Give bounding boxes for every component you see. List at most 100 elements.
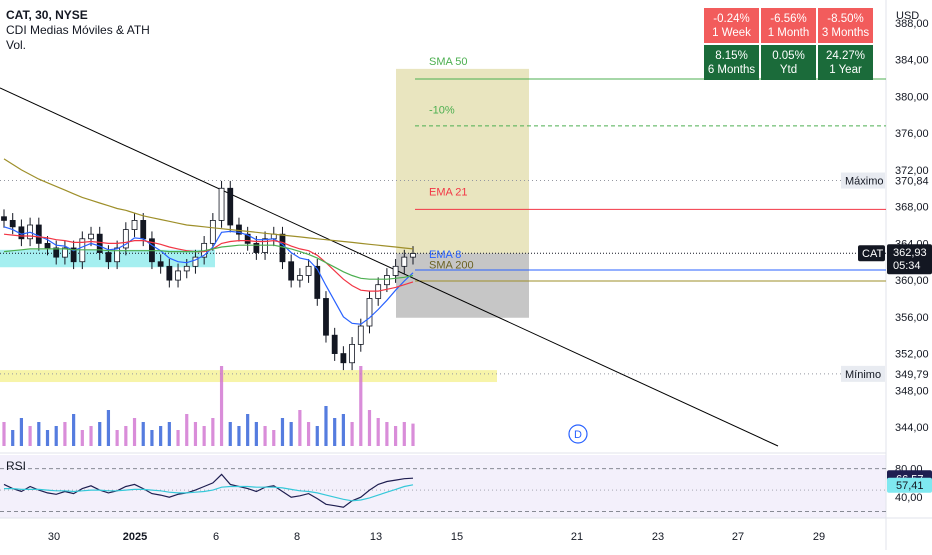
perf-cell-1month: -6.56%1 Month xyxy=(761,8,816,43)
candle-body xyxy=(393,266,398,275)
candle-body xyxy=(106,253,111,262)
volume-bar xyxy=(37,422,40,446)
candle-body xyxy=(158,262,163,267)
candle-body xyxy=(45,243,50,248)
volume-bar xyxy=(290,422,293,446)
candle-body xyxy=(210,220,215,243)
volume-bar xyxy=(342,414,345,446)
volume-bar xyxy=(142,422,145,446)
volume-bar xyxy=(403,422,406,446)
price-tick-label: 348,00 xyxy=(895,385,929,397)
min-value: 349,79 xyxy=(895,369,929,381)
cat-countdown: 05:34 xyxy=(893,260,921,272)
time-tick-label: 30 xyxy=(48,531,60,543)
candle-body xyxy=(176,271,181,280)
volume-bar xyxy=(324,406,327,446)
rsi-pane-background xyxy=(0,455,886,518)
cat-price-value: 362,93 xyxy=(893,247,927,259)
volume-bar xyxy=(255,422,258,446)
chart-legend: CAT, 30, NYSE CDI Medias Móviles & ATH V… xyxy=(6,8,150,53)
candle-body xyxy=(89,234,94,239)
perf-cell-1week: -0.24%1 Week xyxy=(704,8,759,43)
time-tick-label: 29 xyxy=(813,531,825,543)
symbol-title[interactable]: CAT, 30, NYSE xyxy=(6,8,150,23)
volume-bar xyxy=(211,418,214,446)
perf-period: 1 Week xyxy=(704,26,759,40)
max-label: Máximo xyxy=(845,176,884,188)
volume-bar xyxy=(98,422,101,446)
candle-body xyxy=(402,257,407,266)
indicator-label-ma[interactable]: CDI Medias Móviles & ATH xyxy=(6,23,150,38)
price-tick-label: 376,00 xyxy=(895,128,929,140)
volume-bar xyxy=(272,430,275,446)
perf-period: 1 Month xyxy=(761,26,816,40)
candle-body xyxy=(10,220,15,226)
time-tick-label: 2025 xyxy=(123,531,147,543)
sma200-line xyxy=(4,159,413,249)
volume-bar xyxy=(81,430,84,446)
price-tick-label: 368,00 xyxy=(895,202,929,214)
price-tick-label: 360,00 xyxy=(895,275,929,287)
time-tick-label: 8 xyxy=(294,531,300,543)
volume-bar xyxy=(72,414,75,446)
volume-bar xyxy=(20,418,23,446)
candle-body xyxy=(332,335,337,353)
support-zone-yellow xyxy=(0,370,497,382)
price-tick-label: 356,00 xyxy=(895,312,929,324)
projection-box-upper xyxy=(396,69,529,254)
time-tick-label: 13 xyxy=(370,531,382,543)
candle-body xyxy=(2,217,7,221)
volume-bar xyxy=(350,422,353,446)
performance-row: -0.24%1 Week -6.56%1 Month -8.50%3 Month… xyxy=(704,8,874,43)
dividend-marker-label: D xyxy=(574,429,582,441)
volume-bar xyxy=(298,410,301,446)
candle-body xyxy=(411,253,416,257)
volume-bar xyxy=(46,430,49,446)
candle-body xyxy=(384,276,389,285)
volume-bar xyxy=(394,426,397,446)
candle-body xyxy=(306,266,311,275)
volume-bar xyxy=(316,426,319,446)
performance-table: -0.24%1 Week -6.56%1 Month -8.50%3 Month… xyxy=(704,8,874,82)
volume-bar xyxy=(11,430,14,446)
price-tick-label: 384,00 xyxy=(895,55,929,67)
indicator-label-volume[interactable]: Vol. xyxy=(6,38,150,53)
min-label: Mínimo xyxy=(845,369,881,381)
perf-value: -6.56% xyxy=(761,12,816,26)
price-tick-label: 352,00 xyxy=(895,349,929,361)
box-label-sma200: SMA 200 xyxy=(429,260,474,272)
volume-bar xyxy=(150,430,153,446)
candle-body xyxy=(184,266,189,271)
candle-body xyxy=(289,262,294,280)
volume-bar xyxy=(2,422,5,446)
box-label-minus10: -10% xyxy=(429,104,455,116)
rsi-ma-value-text: 57,41 xyxy=(896,480,924,492)
candle-body xyxy=(219,188,224,220)
volume-bar xyxy=(281,418,284,446)
perf-period: Ytd xyxy=(761,63,816,77)
perf-period: 6 Months xyxy=(704,63,759,77)
volume-bar xyxy=(385,422,388,446)
perf-period: 3 Months xyxy=(818,26,873,40)
perf-cell-6months: 8.15%6 Months xyxy=(704,45,759,80)
currency-label[interactable]: USD xyxy=(896,10,919,22)
rsi-label: RSI xyxy=(6,459,26,473)
volume-bar xyxy=(220,366,223,446)
perf-cell-ytd: 0.05%Ytd xyxy=(761,45,816,80)
box-label-ema21: EMA 21 xyxy=(429,186,468,198)
price-tick-label: 380,00 xyxy=(895,91,929,103)
volume-bar xyxy=(203,426,206,446)
candle-body xyxy=(367,298,372,326)
volume-bar xyxy=(185,414,188,446)
time-tick-label: 23 xyxy=(652,531,664,543)
candle-body xyxy=(297,276,302,281)
volume-bar xyxy=(63,422,66,446)
perf-value: 8.15% xyxy=(704,49,759,63)
candle-body xyxy=(132,220,137,229)
volume-bar xyxy=(107,410,110,446)
candle-body xyxy=(350,344,355,362)
rsi-tick-label: 40,00 xyxy=(895,492,923,504)
candle-body xyxy=(323,298,328,335)
time-tick-label: 27 xyxy=(732,531,744,543)
